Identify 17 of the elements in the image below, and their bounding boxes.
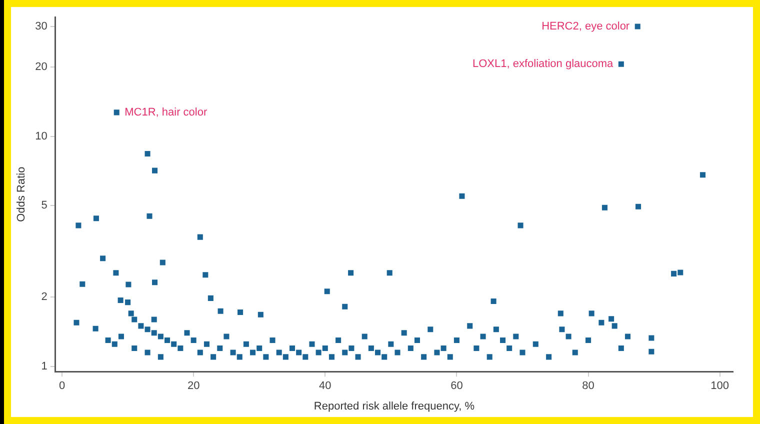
annotation: HERC2, eye color	[542, 20, 630, 33]
y-tick-label: 30	[35, 20, 48, 33]
y-tick-label: 20	[35, 61, 48, 74]
x-tick-label: 40	[319, 380, 332, 392]
annotation: MC1R, hair color	[124, 106, 208, 118]
x-tick-label: 60	[450, 380, 463, 392]
y-tick-label: 5	[41, 200, 48, 212]
x-tick-label: 0	[58, 380, 66, 392]
x-axis-title: Reported risk allele frequency, %	[314, 400, 475, 412]
x-tick-label: 80	[582, 380, 594, 392]
y-tick-label: 10	[35, 130, 48, 142]
y-tick-label: 1	[41, 360, 48, 373]
x-tick-label: 100	[710, 380, 730, 392]
y-tick-label: 2	[41, 291, 48, 304]
y-axis-title: Odds Ratio	[16, 166, 28, 222]
x-tick-label: 20	[187, 380, 200, 392]
annotation: LOXL1, exfoliation glaucoma	[472, 58, 614, 70]
